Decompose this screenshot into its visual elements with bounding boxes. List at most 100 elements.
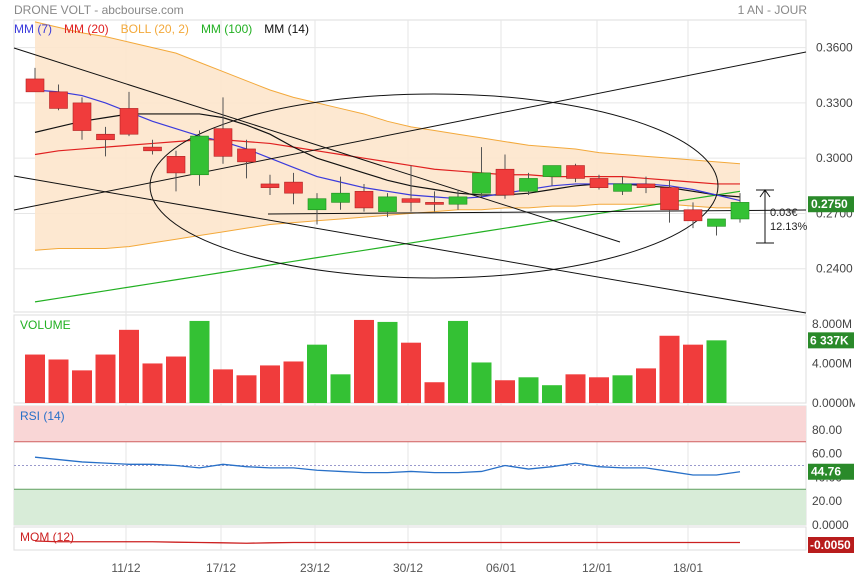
volume-bar	[636, 368, 656, 403]
candlestick	[49, 91, 68, 109]
candlestick	[401, 198, 421, 203]
rsi-overbought-zone	[14, 406, 806, 442]
legend-mm7: MM (7)	[14, 22, 52, 36]
trend-line	[13, 175, 807, 314]
x-tick-label: 11/12	[111, 561, 140, 575]
candlestick	[730, 202, 750, 220]
candlestick	[589, 178, 609, 188]
x-tick-label: 12/01	[582, 561, 612, 575]
y-tick-label: 0.3000	[816, 151, 853, 165]
candlestick	[542, 165, 562, 177]
candlestick	[331, 192, 350, 203]
volume-bar	[683, 344, 703, 403]
volume-bar	[448, 320, 468, 403]
volume-bar	[612, 375, 633, 403]
candlestick	[472, 172, 491, 194]
candlestick	[495, 168, 515, 196]
trend-line	[13, 47, 621, 243]
candlestick	[213, 128, 233, 157]
legend-mm100: MM (100)	[200, 22, 253, 36]
candlestick	[425, 202, 444, 205]
mom-last-badge	[808, 537, 854, 553]
volume-bar	[542, 385, 562, 403]
volume-bar	[95, 354, 116, 403]
volume-bar	[119, 329, 139, 403]
mom-line	[34, 540, 740, 544]
volume-bar	[518, 377, 539, 403]
volume-bar	[330, 374, 351, 403]
bollinger-upper-line	[34, 21, 741, 165]
change-arrow-head	[759, 189, 771, 198]
panel-frame-3	[13, 526, 807, 551]
y-tick-label: 0.3300	[816, 96, 853, 110]
x-tick-label: 17/12	[206, 561, 236, 575]
volume-bar	[354, 319, 374, 403]
rsi-tick-label: 0.0000	[812, 518, 849, 532]
bollinger-band	[35, 21, 740, 251]
candlestick	[25, 78, 45, 93]
volume-bar	[401, 342, 421, 403]
change-abs-label: 0.03€	[770, 207, 798, 219]
candlestick	[566, 165, 585, 179]
volume-bar	[589, 377, 609, 403]
x-tick-label: 18/01	[673, 561, 703, 575]
candlestick	[354, 191, 374, 209]
y-tick-label: 0.2400	[816, 262, 853, 276]
rsi-last-badge	[808, 463, 854, 480]
volume-bar	[213, 369, 233, 403]
volume-last-badge	[808, 332, 854, 349]
volume-bar	[495, 380, 515, 403]
volume-tick-label: 8.000M	[812, 317, 852, 331]
candlestick	[237, 148, 256, 163]
candlestick	[448, 196, 468, 205]
channel-ellipse	[149, 93, 719, 279]
last-price-badge	[808, 196, 854, 213]
candlestick	[96, 133, 115, 141]
volume-bar	[706, 340, 727, 403]
volume-tick-label: 4.000M	[812, 356, 852, 370]
volume-bar	[48, 359, 69, 403]
y-tick-label: 0.3600	[816, 41, 853, 55]
candlestick	[143, 146, 162, 152]
volume-bar	[72, 370, 92, 403]
volume-bar	[166, 356, 186, 403]
candlestick	[660, 187, 679, 211]
volume-bar	[424, 382, 445, 403]
period-selector[interactable]: 1 AN - JOUR	[737, 3, 807, 17]
rsi-line	[34, 456, 741, 476]
candlestick	[72, 102, 92, 131]
x-tick-label: 30/12	[393, 561, 423, 575]
mom-last-value: -0.0050	[810, 538, 851, 552]
candlestick	[519, 178, 538, 192]
candlestick	[119, 108, 139, 135]
candlestick	[683, 209, 703, 222]
candlestick	[613, 183, 632, 192]
legend-mm14: MM (14)	[264, 22, 309, 36]
candlestick	[166, 156, 186, 174]
last-price-value: 0.2750	[811, 197, 848, 211]
volume-bar	[142, 363, 163, 403]
x-tick-label: 23/12	[300, 561, 330, 575]
candlestick	[284, 181, 303, 194]
legend-boll: BOLL (20, 2)	[120, 22, 189, 36]
volume-bar	[565, 374, 586, 403]
panel-frame-0	[13, 19, 807, 313]
legend-mm20: MM (20)	[64, 22, 109, 36]
indicator-legend: MM (7) MM (20) BOLL (20, 2) MM (100) MM …	[14, 22, 309, 36]
volume-bar	[260, 365, 280, 403]
volume-tick-label: 0.0000M	[812, 396, 855, 410]
rsi-oversold-zone	[14, 489, 806, 525]
volume-bar	[659, 335, 680, 403]
volume-bar	[307, 344, 327, 403]
volume-bar	[236, 375, 257, 403]
change-pct-label: 12.13%	[770, 221, 808, 233]
trend-line	[13, 51, 807, 211]
candlestick	[378, 196, 397, 212]
volume-bar	[377, 321, 398, 403]
volume-bar	[283, 361, 304, 403]
x-tick-label: 06/01	[486, 561, 516, 575]
volume-bar	[189, 320, 210, 403]
candlestick	[307, 198, 327, 211]
mm100-line	[34, 190, 741, 303]
